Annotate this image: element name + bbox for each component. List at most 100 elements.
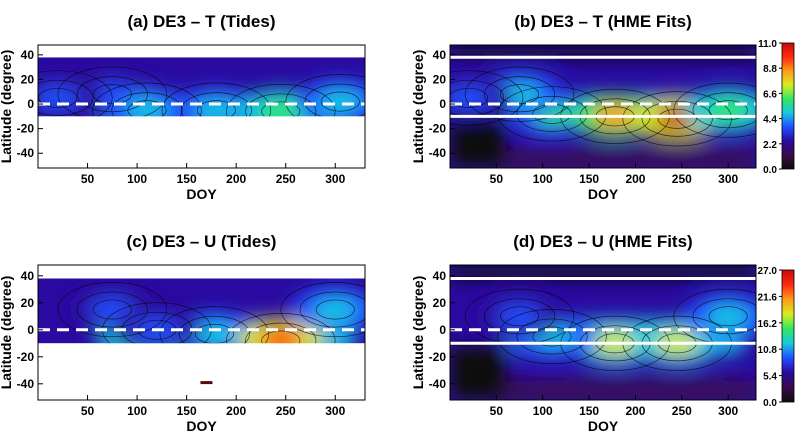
x-tick-label: 300 — [718, 404, 738, 418]
x-tick-label: 150 — [177, 172, 197, 186]
y-tick-label: 20 — [21, 296, 35, 310]
contour-line — [38, 87, 78, 108]
contour-line — [708, 306, 748, 327]
x-tick-label: 100 — [127, 172, 147, 186]
x-axis-label: DOY — [588, 418, 619, 434]
x-tick-label: 300 — [325, 404, 345, 418]
plot-frame — [37, 264, 366, 401]
x-axis-label: DOY — [186, 418, 217, 434]
contour-line — [450, 87, 489, 108]
contour-line — [483, 298, 556, 335]
x-tick-label: 200 — [226, 172, 246, 186]
contour-line — [692, 92, 756, 129]
heatmap-peak — [313, 297, 358, 322]
heatmap-peak — [192, 321, 237, 346]
panel-title: (a) DE3 – T (Tides) — [128, 12, 276, 31]
colorbar: 27.0 21.6 16.2 10.8 5.4 0.0 — [758, 266, 795, 409]
colorbar-tick-label: 8.8 — [763, 64, 777, 75]
colorbar-tick-label: 4.4 — [763, 115, 777, 126]
contour-line — [499, 306, 540, 327]
contour-line — [315, 299, 355, 320]
panel-title: (c) DE3 – U (Tides) — [127, 232, 277, 251]
x-tick-label: 200 — [625, 404, 645, 418]
colorbar-tick-label: 16.2 — [758, 319, 778, 330]
no-data-mask — [38, 45, 365, 58]
no-data-mask — [38, 265, 365, 279]
contour-line — [497, 86, 607, 142]
x-tick-label: 250 — [672, 172, 692, 186]
heatmap-peak — [706, 304, 751, 329]
x-tick-label: 250 — [276, 172, 296, 186]
y-tick-label: -40 — [429, 377, 447, 391]
x-tick-label: 200 — [226, 404, 246, 418]
contour-line — [516, 318, 588, 355]
contour-line — [499, 84, 540, 105]
panel-d: (d) DE3 – U (HME Fits) 50 100 150 200 250 300 -… — [410, 232, 795, 434]
heatmap-field — [450, 45, 756, 168]
contour-line — [673, 82, 756, 138]
x-tick-label: 250 — [672, 404, 692, 418]
contour-line — [57, 281, 168, 338]
contour-line — [76, 291, 148, 328]
x-tick-label: 150 — [579, 404, 599, 418]
x-tick-label: 250 — [276, 404, 296, 418]
stray-marker — [200, 381, 213, 385]
y-tick-label: -40 — [17, 377, 35, 391]
y-tick-label: -40 — [429, 146, 447, 160]
x-tick-label: 300 — [718, 172, 738, 186]
plot-frame — [37, 44, 366, 169]
colorbar-tick-label: 2.2 — [763, 140, 777, 151]
x-tick-label: 100 — [533, 404, 553, 418]
contour-line — [692, 298, 756, 335]
y-tick-label: 20 — [21, 72, 35, 86]
colorbar-tick-label: 21.6 — [758, 292, 778, 303]
y-tick-label: -20 — [429, 122, 447, 136]
x-tick-label: 50 — [490, 404, 504, 418]
heatmap-peak — [318, 89, 363, 114]
panel-b: (b) DE3 – T (HME Fits)50 100 150 200 250 300-… — [410, 12, 795, 202]
x-axis-label: DOY — [588, 186, 619, 202]
contour-line — [38, 79, 94, 116]
x-tick-label: 150 — [177, 404, 197, 418]
y-tick-label: 40 — [21, 48, 35, 62]
heatmap-peak — [497, 304, 542, 329]
x-tick-label: 50 — [81, 172, 95, 186]
x-tick-label: 100 — [533, 172, 553, 186]
no-data-mask — [38, 116, 365, 168]
contour-line — [532, 326, 572, 347]
contour-line — [516, 95, 588, 132]
contour-line — [641, 100, 713, 137]
colorbar-gradient — [781, 42, 795, 170]
y-axis-label: Latitude (degree) — [410, 276, 426, 390]
y-tick-label: 20 — [433, 72, 447, 86]
heatmap-peak — [706, 98, 751, 123]
colorbar-tick-label: 11.0 — [758, 39, 777, 50]
panel-a: (a) DE3 – T (Tides)50 100 150 200 250 300-40-… — [0, 12, 366, 202]
no-data-mask — [38, 343, 365, 400]
x-tick-label: 200 — [625, 172, 645, 186]
plot-frame — [449, 264, 757, 401]
plot-frame — [449, 44, 757, 169]
x-axis-label: DOY — [186, 186, 217, 202]
contour-line — [657, 108, 697, 129]
y-axis-label: Latitude (degree) — [410, 50, 426, 164]
colorbar-gradient — [781, 269, 795, 403]
y-tick-label: 0 — [27, 323, 34, 337]
x-tick-label: 50 — [81, 404, 95, 418]
panel-c: (c) DE3 – U (Tides)50 100 150 200 250 300-40-… — [0, 232, 366, 434]
contour-line — [299, 291, 365, 328]
contour-line — [450, 70, 524, 126]
contour-line — [280, 282, 365, 338]
y-tick-label: 40 — [433, 48, 447, 62]
contour-line — [92, 299, 132, 320]
x-tick-label: 50 — [490, 172, 504, 186]
y-tick-label: 20 — [433, 296, 447, 310]
x-tick-label: 300 — [325, 172, 345, 186]
panel-title: (d) DE3 – U (HME Fits) — [513, 232, 692, 251]
y-axis-label: Latitude (degree) — [0, 50, 14, 164]
colorbar-tick-label: 0.0 — [763, 398, 777, 409]
y-axis-label: Latitude (degree) — [0, 276, 14, 390]
y-tick-label: -20 — [17, 122, 35, 136]
contour-line — [464, 66, 575, 122]
heatmap-field — [450, 265, 756, 400]
